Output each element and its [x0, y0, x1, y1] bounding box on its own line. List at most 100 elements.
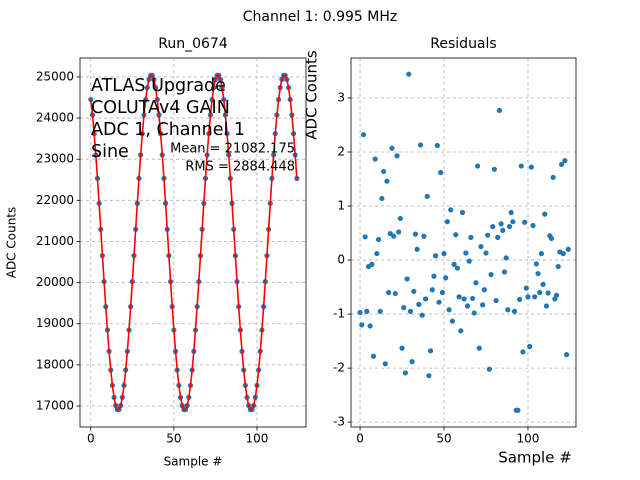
data-point — [436, 299, 442, 305]
x-axis-label: Sample # — [164, 455, 223, 469]
data-point — [491, 166, 497, 172]
y-tick-label: -1 — [333, 307, 345, 321]
x-axis-label: Sample # — [498, 449, 572, 467]
data-point — [458, 328, 464, 334]
data-point — [485, 232, 491, 238]
data-point — [367, 323, 373, 329]
figure-title: Channel 1: 0.995 MHz — [243, 9, 398, 25]
data-point — [523, 285, 529, 291]
data-point — [488, 272, 494, 278]
data-point — [359, 322, 365, 328]
y-tick-label: 21000 — [36, 234, 74, 248]
data-point — [522, 219, 528, 225]
data-point — [441, 250, 447, 257]
data-point — [555, 263, 561, 270]
data-point — [563, 352, 570, 358]
data-point — [528, 164, 534, 170]
data-point — [392, 290, 398, 297]
data-point — [88, 96, 94, 103]
data-point — [500, 227, 506, 233]
data-point — [480, 302, 486, 308]
data-point — [496, 107, 503, 114]
data-point — [416, 301, 422, 307]
annotation: Sine — [91, 142, 129, 162]
annotation: COLUTAv4 GAIN — [91, 98, 230, 118]
data-point — [401, 305, 407, 311]
data-point — [444, 219, 450, 225]
data-point — [543, 303, 550, 309]
data-point — [370, 353, 377, 359]
y-tick-label: -3 — [333, 415, 345, 429]
data-point — [527, 343, 533, 350]
data-point — [505, 307, 511, 313]
data-point — [540, 281, 546, 287]
data-point — [389, 145, 395, 151]
data-point — [461, 296, 467, 302]
data-point — [419, 312, 425, 318]
y-tick-label: 17000 — [36, 399, 74, 413]
data-point — [468, 234, 474, 240]
data-point — [372, 156, 378, 162]
data-point — [498, 221, 504, 227]
plot-area — [88, 72, 300, 413]
data-point — [545, 290, 551, 296]
fit-line — [90, 74, 298, 411]
y-tick-label: 25000 — [36, 69, 74, 83]
data-point — [431, 273, 437, 279]
axes-title: Run_0674 — [158, 36, 228, 52]
data-point — [558, 161, 565, 168]
data-point — [481, 287, 487, 293]
data-point — [469, 295, 476, 302]
data-point — [562, 158, 568, 164]
data-point — [493, 297, 499, 304]
y-axis-label: ADC Counts — [5, 207, 19, 279]
data-point — [550, 174, 556, 180]
data-point — [510, 219, 516, 225]
data-point — [449, 318, 456, 324]
data-point — [397, 215, 403, 222]
data-point — [409, 359, 415, 365]
data-point — [532, 294, 538, 300]
data-point — [380, 168, 387, 175]
data-point — [516, 296, 523, 303]
data-point — [364, 308, 370, 314]
stat-label: Mean = 21082.175 — [170, 142, 295, 157]
data-point — [503, 255, 509, 261]
data-point — [533, 261, 539, 267]
data-point — [560, 250, 566, 257]
data-point — [476, 345, 482, 351]
data-point — [404, 276, 410, 282]
data-point — [456, 294, 462, 300]
plot-area — [357, 71, 571, 413]
x-tick-label: 0 — [356, 432, 364, 446]
annotation: ADC 1, Channel 1 — [91, 120, 245, 140]
data-point — [466, 258, 472, 264]
data-point — [360, 132, 367, 138]
data-point — [518, 163, 524, 169]
data-point — [448, 207, 454, 213]
data-point — [565, 246, 571, 252]
data-point — [369, 261, 375, 267]
data-point — [515, 407, 521, 413]
data-point — [463, 250, 469, 256]
data-point — [377, 308, 383, 314]
data-point — [391, 233, 397, 239]
y-tick-label: -2 — [333, 361, 345, 375]
data-point — [475, 163, 481, 169]
x-tick-label: 0 — [87, 432, 95, 446]
y-tick-label: 18000 — [36, 357, 74, 371]
axes-title: Residuals — [430, 36, 496, 52]
data-point — [443, 275, 449, 281]
data-point — [414, 246, 420, 252]
data-point — [453, 232, 459, 238]
y-tick-label: 0 — [337, 253, 345, 267]
data-point — [451, 261, 457, 267]
y-tick-label: 20000 — [36, 275, 74, 289]
x-tick-label: 100 — [246, 432, 269, 446]
x-tick-label: 50 — [436, 432, 451, 446]
data-point — [406, 71, 412, 77]
y-tick-label: 3 — [337, 90, 345, 104]
data-point — [374, 250, 380, 257]
data-point — [427, 348, 434, 354]
y-tick-label: 23000 — [36, 152, 74, 166]
